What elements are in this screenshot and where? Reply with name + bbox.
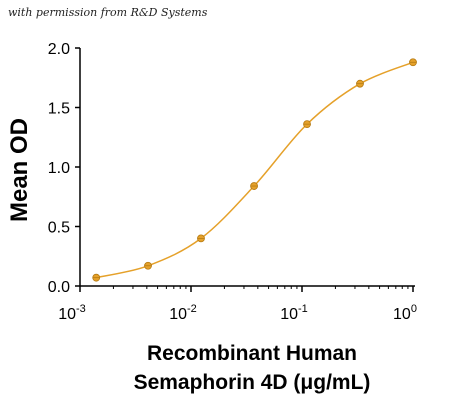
x-tick-label: 10-3 [58, 303, 86, 323]
x-ticks: 10-3 10-2 10-1 100 [58, 286, 417, 323]
y-ticks: 0.0 0.5 1.0 1.5 2.0 [48, 41, 80, 296]
y-tick-label: 1.5 [48, 101, 70, 118]
fit-curve [96, 61, 414, 279]
credit-text: with permission from R&D Systems [8, 6, 208, 19]
y-axis-label: Mean OD [6, 118, 33, 222]
y-tick-label: 0.0 [48, 279, 70, 296]
x-axis-label-line2: Semaphorin 4D (μg/mL) [134, 371, 371, 394]
y-tick-label: 1.0 [48, 160, 70, 177]
y-tick-label: 0.5 [48, 220, 70, 237]
x-tick-label: 10-2 [169, 303, 197, 323]
data-points [92, 58, 417, 282]
x-tick-label: 100 [393, 303, 417, 323]
axes [79, 48, 415, 287]
x-axis-label-line1: Recombinant Human [147, 342, 357, 365]
y-tick-label: 2.0 [48, 41, 70, 58]
x-tick-label: 10-1 [280, 303, 308, 323]
